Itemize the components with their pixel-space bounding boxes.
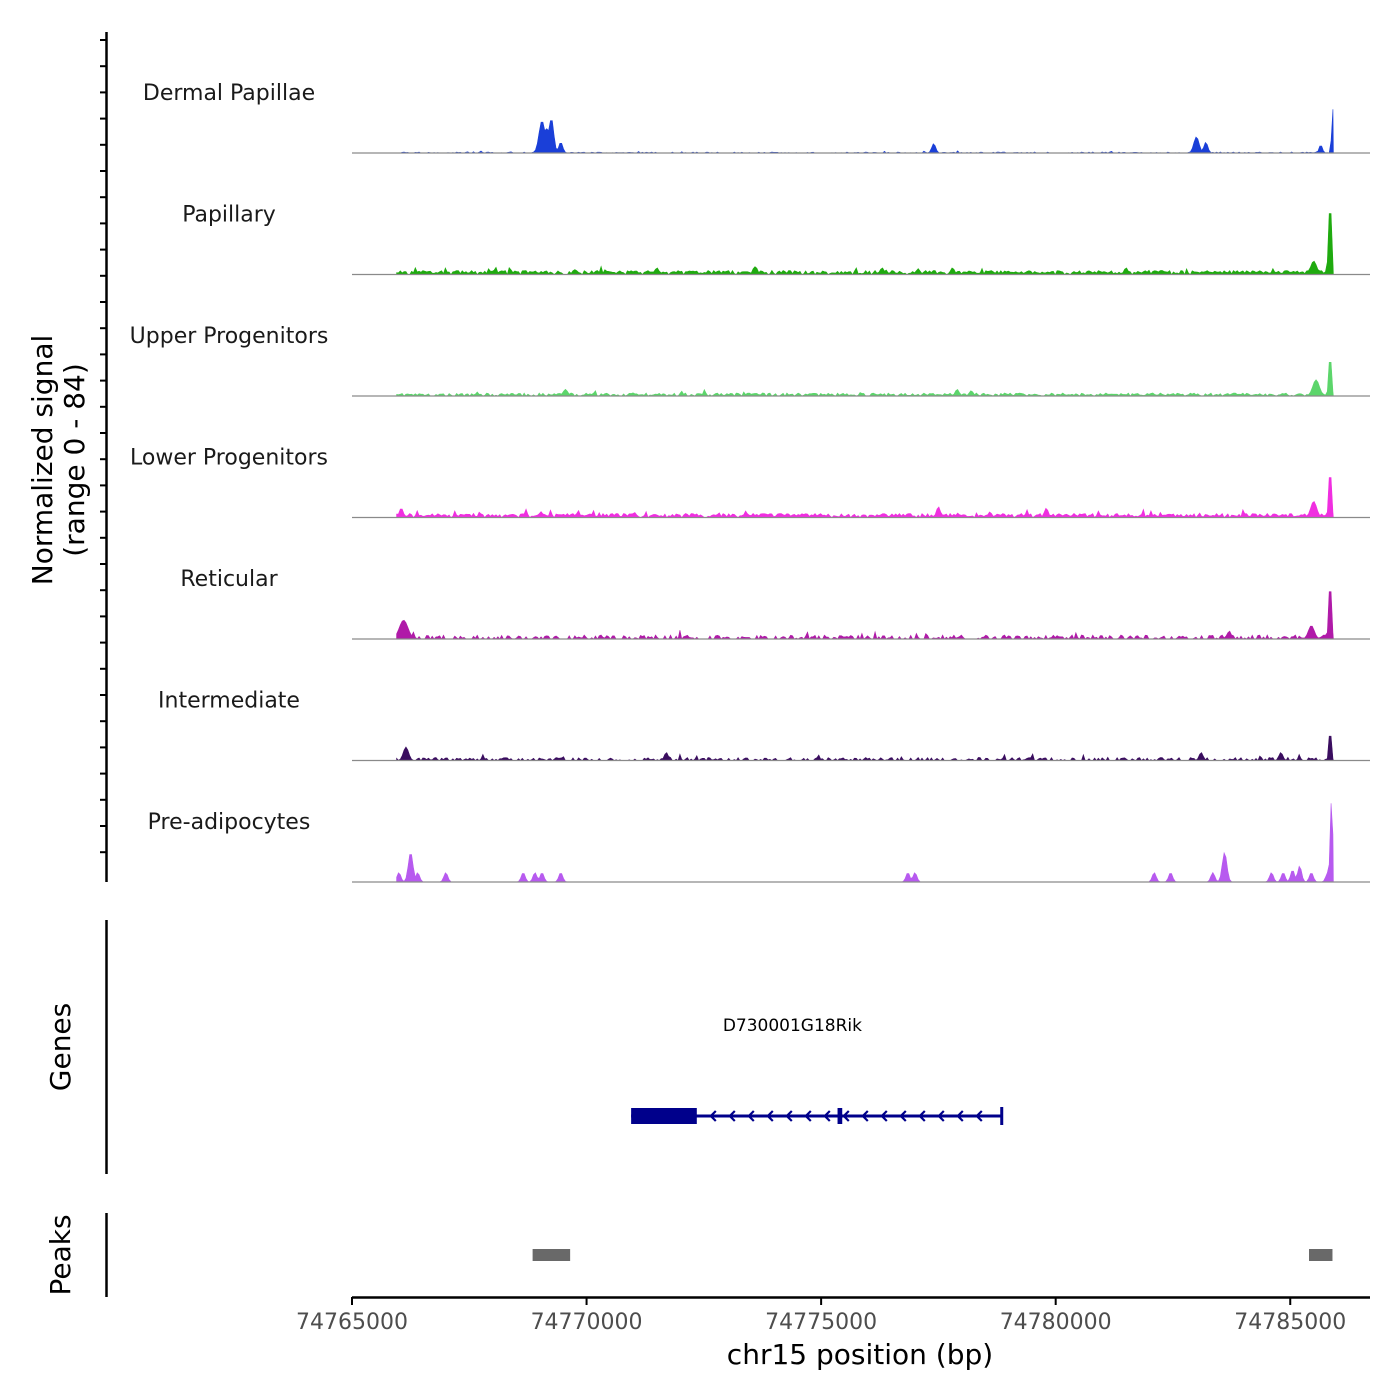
- peak-region: [1309, 1249, 1333, 1261]
- strand-arrow: [728, 1110, 736, 1122]
- track-upper-progenitors: Upper Progenitors: [130, 324, 1370, 397]
- signal-y-axis: [100, 32, 108, 882]
- track-reticular: Reticular: [180, 567, 1370, 640]
- x-tick-label: 74770000: [531, 1310, 643, 1335]
- strand-arrow: [880, 1110, 888, 1122]
- track-label: Lower Progenitors: [130, 446, 328, 471]
- gene-models: D730001G18Rik: [631, 1016, 1004, 1125]
- strand-arrow: [804, 1110, 812, 1122]
- x-axis: 74765000 74770000 74775000 74780000 74785000…: [296, 1296, 1370, 1371]
- y-axis-title-line1: Normalized signal: [26, 335, 59, 586]
- track-papillary: Papillary: [182, 203, 1370, 276]
- x-tick-label: 74780000: [1000, 1310, 1112, 1335]
- y-axis-title-line2: (range 0 - 84): [58, 363, 91, 557]
- track-label: Pre-adipocytes: [148, 810, 311, 835]
- strand-arrow: [937, 1110, 945, 1122]
- track-lower-progenitors: Lower Progenitors: [130, 446, 1370, 519]
- track-intermediate: Intermediate: [158, 689, 1370, 762]
- strand-arrow: [899, 1110, 907, 1122]
- genes-panel-title: Genes: [44, 1003, 77, 1091]
- strand-arrow: [709, 1110, 717, 1122]
- track-label: Intermediate: [158, 689, 300, 714]
- track-label: Upper Progenitors: [130, 324, 329, 349]
- strand-arrow: [747, 1110, 755, 1122]
- gene-name-label: D730001G18Rik: [723, 1016, 862, 1036]
- peak-regions: [532, 1249, 1333, 1261]
- strand-arrow: [861, 1110, 869, 1122]
- track-dermal-papillae: Dermal Papillae: [143, 81, 1370, 154]
- strand-arrow: [975, 1110, 983, 1122]
- strand-arrow: [842, 1110, 850, 1122]
- gene-exon: [631, 1108, 697, 1124]
- peaks-panel-title: Peaks: [44, 1214, 77, 1295]
- track-label: Papillary: [182, 203, 276, 228]
- strand-arrow: [785, 1110, 793, 1122]
- strand-arrow: [823, 1110, 831, 1122]
- gene-model: D730001G18Rik: [631, 1016, 1004, 1125]
- x-tick-label: 74785000: [1234, 1310, 1346, 1335]
- coverage-area: [396, 213, 1334, 276]
- x-tick-label: 74765000: [296, 1310, 408, 1335]
- x-axis-ticks: 74765000 74770000 74775000 74780000 74785000: [296, 1297, 1346, 1335]
- signal-y-ticks: [100, 39, 106, 854]
- peak-region: [532, 1249, 571, 1261]
- strand-arrow: [918, 1110, 926, 1122]
- coverage-area: [396, 477, 1334, 519]
- coverage-tracks: Dermal Papillae Papillary Upper Progenitor…: [130, 81, 1370, 883]
- peaks-panel: Peaks: [44, 1213, 1333, 1297]
- track-label: Dermal Papillae: [143, 81, 315, 106]
- coverage-area: [396, 735, 1334, 762]
- genes-panel: Genes D730001G18Rik: [44, 920, 1004, 1174]
- x-tick-label: 74775000: [765, 1310, 877, 1335]
- strand-arrow: [766, 1110, 774, 1122]
- gene-exon: [837, 1108, 843, 1124]
- track-pre-adipocytes: Pre-adipocytes: [148, 803, 1370, 883]
- track-label: Reticular: [180, 567, 278, 592]
- x-axis-title: chr15 position (bp): [727, 1338, 993, 1371]
- strand-arrow: [956, 1110, 964, 1122]
